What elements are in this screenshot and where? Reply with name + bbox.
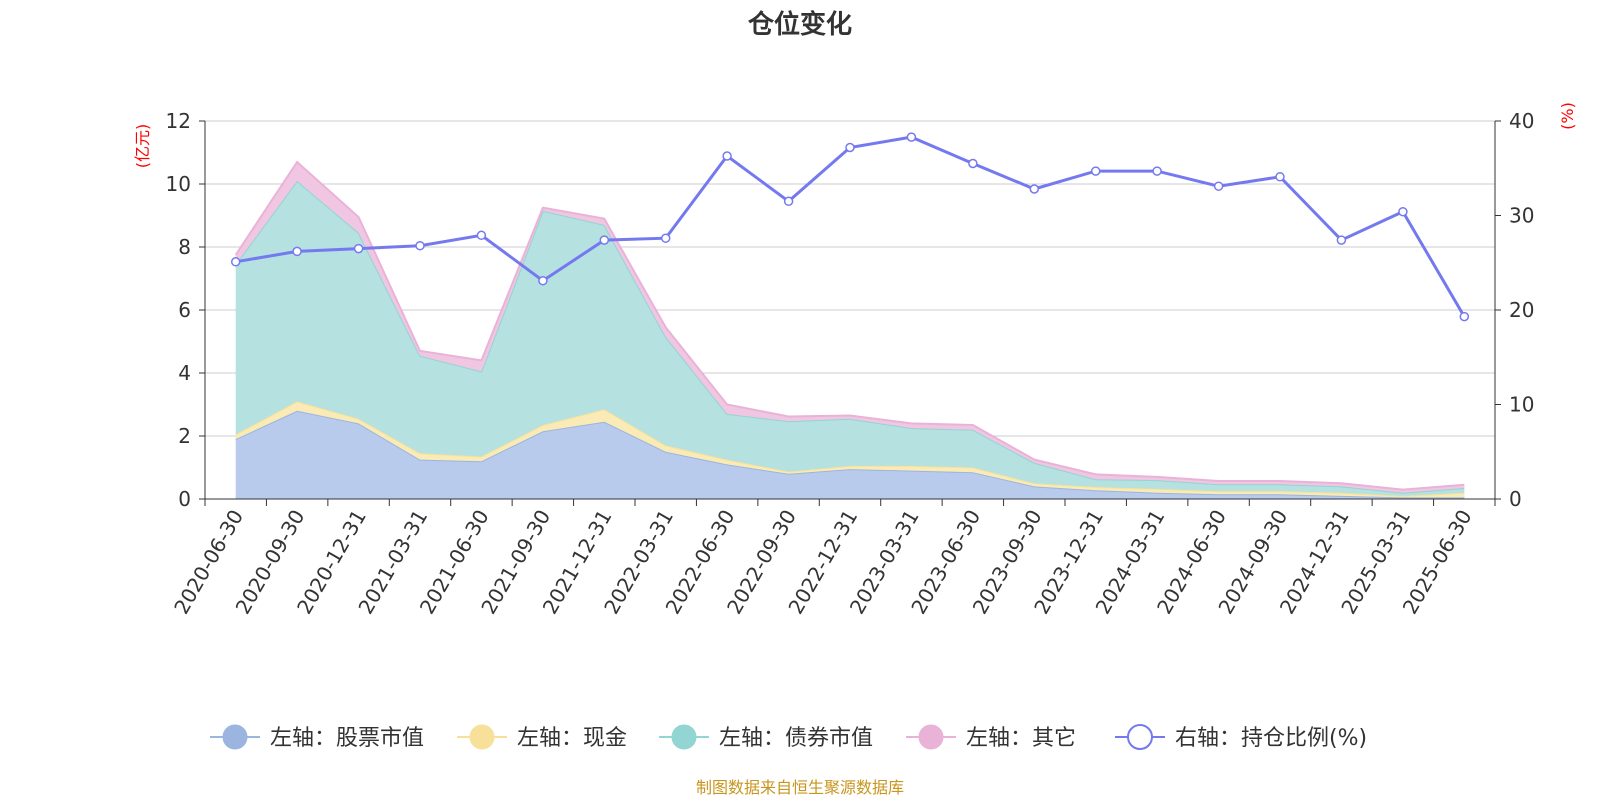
ratio-point	[415, 240, 425, 251]
legend-label: 左轴：债券市值	[719, 726, 873, 751]
ratio-point	[1213, 181, 1224, 191]
ratio-point	[722, 151, 732, 161]
legend-item: 左轴：其它	[906, 724, 1076, 751]
ratio-point	[1152, 166, 1162, 176]
left-axis-tick-label: 10	[166, 172, 191, 196]
ratio-point	[1029, 184, 1040, 194]
ratio-point	[292, 246, 302, 257]
ratio-point	[599, 235, 610, 245]
right-axis-tick-label: 30	[1509, 204, 1534, 228]
legend-marker	[469, 724, 495, 750]
legend-item: 左轴：股票市值	[210, 724, 424, 751]
right-axis-tick-label: 20	[1509, 298, 1534, 322]
legend-label: 左轴：股票市值	[270, 726, 424, 751]
legend-marker	[671, 724, 697, 750]
ratio-point	[1459, 311, 1470, 322]
legend-label: 右轴：持仓比例(%)	[1175, 726, 1367, 751]
ratio-point	[538, 275, 548, 286]
ratio-point	[476, 230, 487, 241]
right-axis-tick-label: 0	[1509, 487, 1522, 511]
ratio-point	[906, 132, 917, 142]
ratio-point	[660, 233, 671, 243]
left-axis-tick-label: 6	[178, 298, 191, 322]
legend-marker	[918, 724, 944, 750]
ratio-point	[783, 196, 794, 207]
area-series-3	[235, 180, 1465, 496]
legend-marker	[222, 724, 248, 750]
left-axis-tick-label: 2	[178, 424, 191, 448]
legend-label: 左轴：其它	[966, 726, 1076, 751]
legend-item: 左轴：现金	[457, 724, 627, 751]
ratio-point	[1275, 172, 1285, 182]
right-axis-unit: (%)	[1558, 102, 1577, 130]
left-axis-tick-label: 4	[178, 361, 191, 385]
stacked-areas	[234, 160, 1465, 499]
left-axis-tick-label: 12	[166, 109, 191, 133]
ratio-line-series	[230, 132, 1470, 322]
legend: 左轴：股票市值 左轴：现金 左轴：债券市值 左轴：其它 右轴：持仓比例(%)	[210, 724, 1367, 751]
area-series-4-edge	[234, 160, 1465, 491]
ratio-point	[1336, 235, 1347, 245]
ratio-point	[230, 257, 241, 267]
right-axis-tick-label: 40	[1509, 109, 1534, 133]
chart-title: 仓位变化	[747, 9, 852, 40]
ratio-point	[845, 142, 855, 153]
left-axis-tick-label: 8	[178, 235, 191, 259]
ratio-point	[968, 158, 978, 169]
left-axis-tick-label: 0	[178, 487, 191, 511]
ratio-point	[353, 243, 364, 254]
ratio-point	[1398, 206, 1408, 217]
ratio-line	[235, 135, 1466, 318]
legend-marker	[1127, 724, 1153, 750]
ratio-point	[1090, 166, 1101, 176]
legend-label: 左轴：现金	[517, 726, 627, 751]
source-footer: 制图数据来自恒生聚源数据库	[696, 778, 904, 797]
legend-item: 右轴：持仓比例(%)	[1115, 724, 1367, 751]
legend-item: 左轴：债券市值	[659, 724, 873, 751]
right-axis-tick-label: 10	[1509, 393, 1534, 417]
area-series-1	[235, 410, 1465, 499]
left-axis-unit: (亿元)	[133, 124, 152, 169]
